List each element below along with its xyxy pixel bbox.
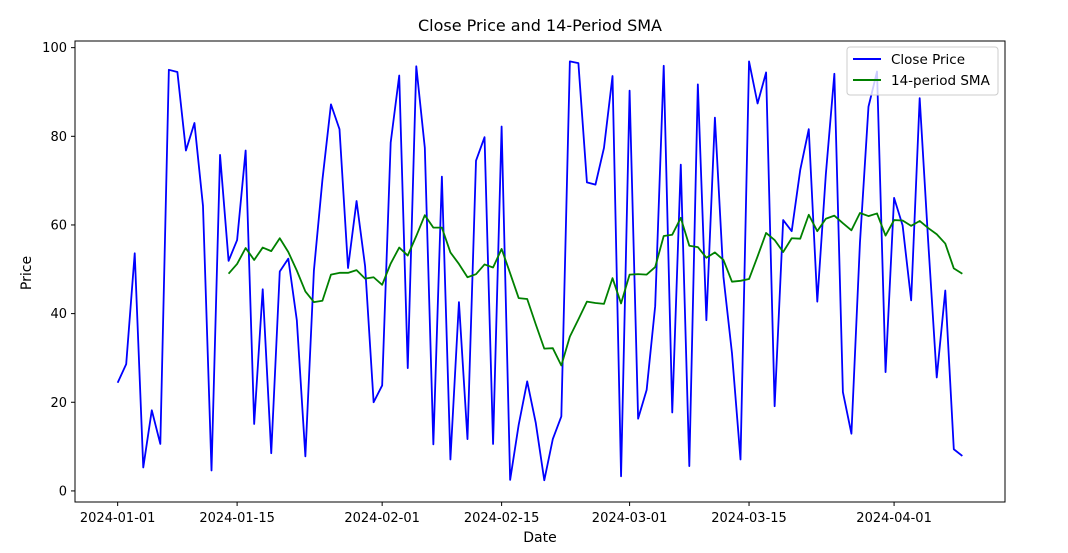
series-line-0: [116, 60, 963, 482]
legend-box: [846, 46, 999, 96]
x-tick-label: 2024-03-01: [592, 511, 668, 526]
x-tick-label: 2024-01-15: [199, 511, 275, 526]
x-tick-label: 2024-03-15: [711, 511, 787, 526]
legend-label-0: Close Price: [891, 52, 965, 68]
plot-area: [116, 60, 963, 482]
x-tick-label: 2024-04-01: [856, 511, 932, 526]
series-line-1: [227, 212, 963, 367]
y-tick-label: 20: [50, 396, 67, 411]
x-tick-label: 2024-02-15: [464, 511, 540, 526]
y-tick-label: 60: [50, 218, 67, 233]
legend: Close Price 14-period SMA: [846, 46, 999, 96]
x-axis-title: Date: [523, 530, 556, 546]
y-tick-label: 0: [59, 484, 67, 499]
y-axis-title: Price: [19, 256, 35, 290]
x-tick-label: 2024-02-01: [344, 511, 420, 526]
chart-title: Close Price and 14-Period SMA: [418, 16, 662, 35]
y-tick-label: 100: [42, 41, 67, 56]
axes-frame: [74, 40, 1006, 503]
legend-label-1: 14-period SMA: [891, 73, 991, 89]
y-axis: 0 20 40 60 80 100: [42, 41, 75, 499]
y-tick-label: 80: [50, 130, 67, 145]
x-axis: 2024-01-01 2024-01-15 2024-02-01 2024-02-15…: [80, 502, 932, 526]
x-tick-label: 2024-01-01: [80, 511, 156, 526]
y-tick-label: 40: [50, 307, 67, 322]
